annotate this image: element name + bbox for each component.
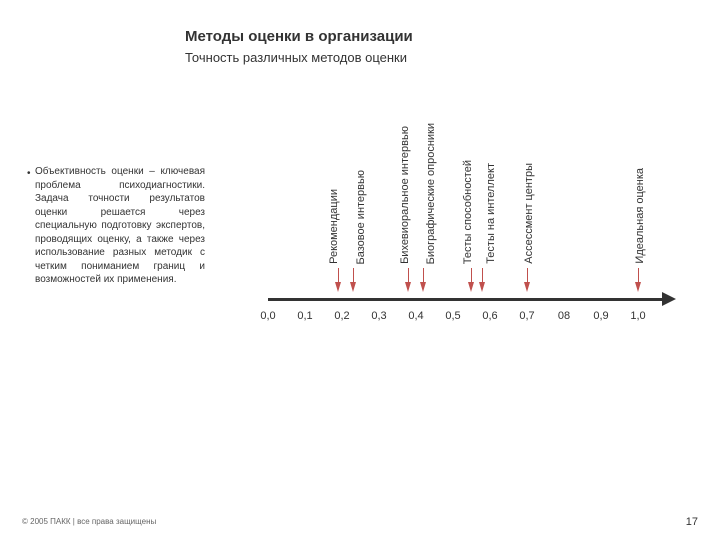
method-label: Биографические опросники (425, 123, 437, 264)
method-arrow (527, 268, 529, 292)
page-number: 17 (686, 516, 698, 528)
axis-line (268, 298, 662, 301)
page-title: Методы оценки в организации (185, 28, 413, 45)
method-label: Ассессмент центры (523, 163, 535, 264)
axis-arrowhead-icon (662, 292, 676, 306)
arrow-down-icon (479, 282, 485, 292)
method-arrow (638, 268, 640, 292)
arrow-down-icon (405, 282, 411, 292)
axis-tick-label: 0,9 (593, 310, 608, 322)
arrow-line (471, 268, 472, 282)
arrow-down-icon (335, 282, 341, 292)
body-text: Объективность оценки – ключевая проблема… (35, 166, 205, 285)
axis-tick-label: 0,0 (260, 310, 275, 322)
arrow-down-icon (468, 282, 474, 292)
arrow-line (482, 268, 483, 282)
method-arrow (338, 268, 340, 292)
arrow-line (638, 268, 639, 282)
method-label: Тесты способностей (462, 160, 474, 264)
method-arrow (482, 268, 484, 292)
axis-tick-label: 0,2 (334, 310, 349, 322)
axis-tick-label: 0,3 (371, 310, 386, 322)
method-label: Идеальная оценка (634, 168, 646, 264)
arrow-line (408, 268, 409, 282)
accuracy-axis: 0,00,10,20,30,40,50,60,7080,91,0 (268, 298, 678, 358)
arrow-line (353, 268, 354, 282)
method-arrow (423, 268, 425, 292)
method-label: Тесты на интеллект (485, 163, 497, 264)
axis-tick-label: 0,1 (297, 310, 312, 322)
arrow-line (423, 268, 424, 282)
axis-tick-label: 0,7 (519, 310, 534, 322)
arrow-down-icon (420, 282, 426, 292)
method-arrow (408, 268, 410, 292)
body-paragraph: • Объективность оценки – ключевая пробле… (35, 165, 205, 287)
axis-tick-label: 0,5 (445, 310, 460, 322)
arrow-down-icon (350, 282, 356, 292)
arrow-down-icon (635, 282, 641, 292)
method-label: Базовое интервью (355, 170, 367, 264)
page-subtitle: Точность различных методов оценки (185, 50, 407, 65)
bullet-icon: • (27, 167, 31, 181)
arrow-down-icon (524, 282, 530, 292)
method-label: Бихевиоральное интервью (399, 126, 411, 264)
method-label: Рекомендации (328, 189, 340, 264)
axis-tick-label: 0,6 (482, 310, 497, 322)
axis-tick-label: 1,0 (630, 310, 645, 322)
method-arrow (471, 268, 473, 292)
arrow-line (338, 268, 339, 282)
slide: Методы оценки в организации Точность раз… (0, 0, 720, 540)
method-arrow (353, 268, 355, 292)
footer-copyright: © 2005 ПАКК | все права защищены (22, 517, 156, 526)
arrow-line (527, 268, 528, 282)
axis-tick-label: 08 (558, 310, 570, 322)
axis-tick-label: 0,4 (408, 310, 423, 322)
